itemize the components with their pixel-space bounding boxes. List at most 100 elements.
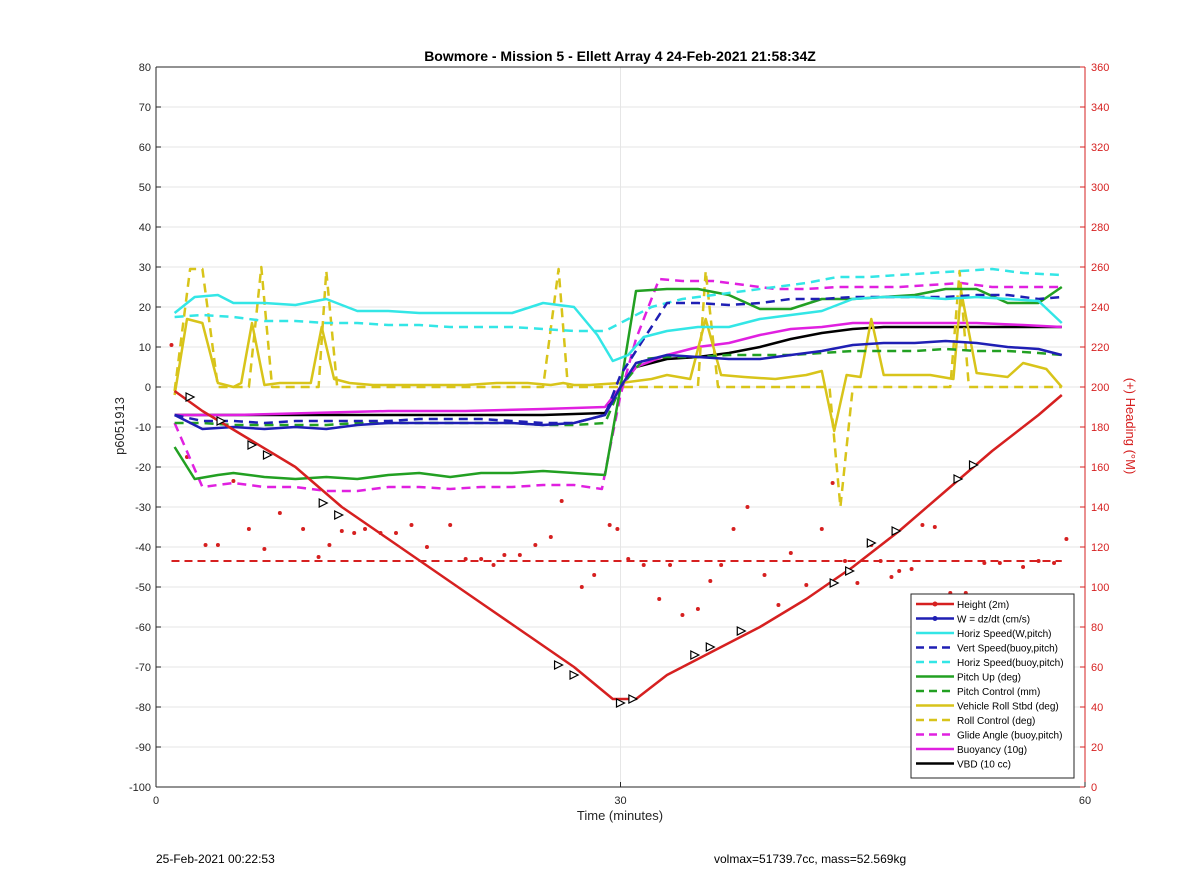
heading-point	[1052, 561, 1057, 565]
y-tick-label: -60	[135, 622, 151, 634]
x-tick-label: 0	[153, 795, 159, 807]
legend-entry-label: W = dz/dt (cm/s)	[957, 615, 1030, 626]
legend-box	[910, 593, 1075, 779]
heading-point	[708, 579, 713, 583]
heading-point	[762, 573, 767, 577]
height-triangle-marker	[615, 698, 626, 708]
heading-point	[502, 553, 507, 557]
heading-point	[695, 607, 700, 611]
y2-tick-label: 220	[1091, 342, 1109, 354]
y2-tick-label: 100	[1091, 582, 1109, 594]
height-triangle-marker	[318, 498, 329, 508]
y-tick-label: 40	[139, 222, 151, 234]
height-triangle-marker	[968, 460, 979, 470]
y2-tick-label: 80	[1091, 622, 1103, 634]
legend-marker-sample	[932, 601, 938, 607]
heading-point	[615, 527, 620, 531]
legend-entry-label: Roll Control (deg)	[957, 716, 1035, 727]
y-tick-label: 30	[139, 262, 151, 274]
legend-entry-label: Buoyancy (10g)	[957, 745, 1027, 756]
axes-layer: -100-90-80-70-60-50-40-30-20-10010203040…	[129, 62, 1109, 807]
y-tick-label: 10	[139, 342, 151, 354]
heading-point	[393, 531, 398, 535]
heading-point	[262, 547, 267, 551]
series-line-vert-speed-buoy-pitch	[174, 293, 1062, 425]
heading-point	[788, 551, 793, 555]
legend-entry-label: Vehicle Roll Stbd (deg)	[957, 702, 1059, 713]
footer-vehicle-info: volmax=51739.7cc, mass=52.569kg	[714, 852, 907, 866]
heading-point	[277, 511, 282, 515]
y2-tick-label: 340	[1091, 102, 1109, 114]
y2-tick-label: 20	[1091, 742, 1103, 754]
series-line-vehicle-roll-stbd-deg	[173, 289, 1063, 433]
heading-point	[339, 529, 344, 533]
heading-point	[843, 559, 848, 563]
y-tick-label: -50	[135, 582, 151, 594]
height-triangle-marker	[845, 566, 855, 576]
heading-point	[448, 523, 453, 527]
y-tick-label: -90	[135, 742, 151, 754]
y2-tick-label: 40	[1091, 702, 1103, 714]
heading-point	[479, 557, 484, 561]
heading-point	[231, 479, 236, 483]
legend-entry-label: Pitch Control (mm)	[957, 687, 1040, 698]
heading-point	[889, 575, 894, 579]
legend-entry-label: Pitch Up (deg)	[957, 673, 1021, 684]
heading-point	[668, 563, 673, 567]
height-triangle-marker	[553, 660, 564, 670]
y-tick-label: 80	[139, 62, 151, 74]
heading-point	[203, 543, 208, 547]
heading-point	[920, 523, 925, 527]
heading-point	[819, 527, 824, 531]
y2-tick-label: 360	[1091, 62, 1109, 74]
series-line-pitch-up-deg	[173, 285, 1063, 481]
height-triangle-marker	[736, 626, 747, 636]
y2-tick-label: 120	[1091, 542, 1109, 554]
height-triangle-marker	[628, 694, 639, 704]
y2-tick-label: 200	[1091, 382, 1109, 394]
heading-point	[424, 545, 429, 549]
heading-point	[1064, 537, 1069, 541]
y-tick-label: -100	[129, 782, 151, 794]
y2-tick-label: 260	[1091, 262, 1109, 274]
series-layer	[169, 265, 1069, 708]
y-tick-label: -20	[135, 462, 151, 474]
heading-point	[776, 603, 781, 607]
heading-point	[517, 553, 522, 557]
height-triangle-marker	[569, 670, 580, 680]
y-tick-label: -70	[135, 662, 151, 674]
heading-point	[731, 527, 736, 531]
heading-point	[1021, 565, 1026, 569]
heading-point	[409, 523, 414, 527]
y2-tick-label: 160	[1091, 462, 1109, 474]
heading-point	[932, 525, 937, 529]
legend-entry-label: Height (2m)	[957, 600, 1009, 611]
height-triangle-marker	[891, 526, 902, 536]
heading-point	[592, 573, 597, 577]
y-tick-label: -10	[135, 422, 151, 434]
heading-point	[559, 499, 564, 503]
y2-tick-label: 320	[1091, 142, 1109, 154]
heading-point	[897, 569, 902, 573]
heading-point	[997, 561, 1002, 565]
y2-tick-label: 280	[1091, 222, 1109, 234]
heading-point	[352, 531, 357, 535]
heading-point	[830, 481, 835, 485]
y2-axis-label: (+) Heading (°M)	[1123, 378, 1138, 475]
y-tick-label: 50	[139, 182, 151, 194]
legend-entry-label: Vert Speed(buoy,pitch)	[957, 644, 1058, 655]
height-triangle-marker	[953, 474, 964, 484]
x-axis-label: Time (minutes)	[577, 808, 663, 823]
heading-point	[579, 585, 584, 589]
heading-point	[607, 523, 612, 527]
heading-point	[327, 543, 332, 547]
series-line-roll-control-deg	[173, 265, 1062, 509]
y-tick-label: 60	[139, 142, 151, 154]
height-triangle-marker	[247, 440, 258, 450]
heading-point	[909, 567, 914, 571]
legend: Height (2m) W = dz/dt (cm/s) Horiz Speed(W…	[910, 593, 1075, 779]
y-tick-label: 0	[145, 382, 151, 394]
series-line-w-dz-dt-cm-s	[174, 339, 1063, 431]
height-triangle-marker	[262, 450, 273, 460]
